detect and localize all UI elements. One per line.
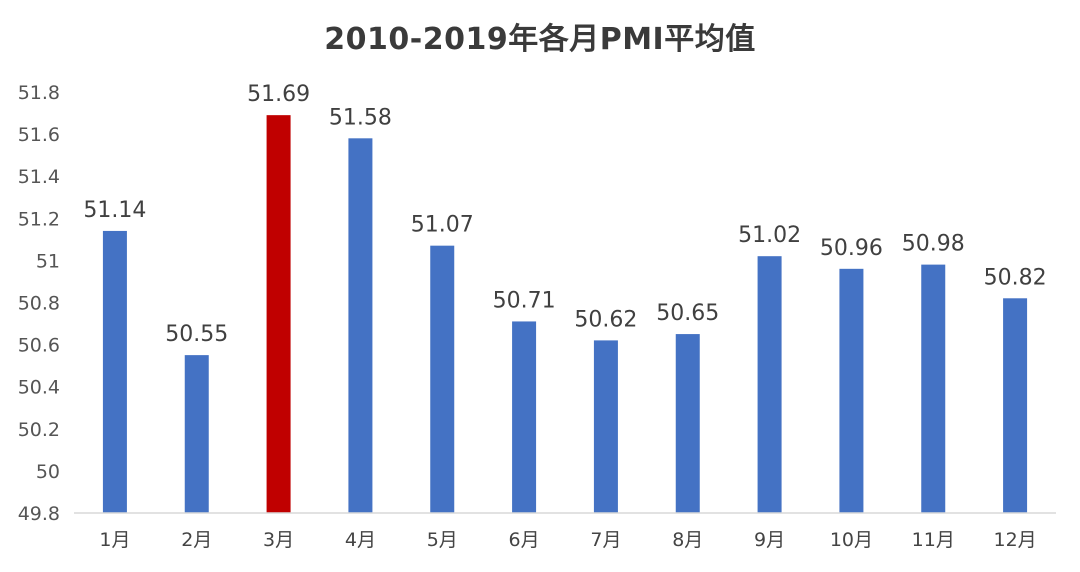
x-tick-label: 4月	[345, 529, 376, 551]
bar-7	[593, 340, 618, 513]
y-tick-label: 50.2	[18, 419, 60, 441]
data-label-8: 50.65	[656, 301, 719, 326]
bar-6	[512, 321, 537, 513]
y-tick-label: 51.8	[18, 82, 60, 104]
bar-4	[348, 138, 373, 513]
bar-11	[921, 264, 946, 513]
y-tick-label: 50.6	[18, 335, 60, 357]
bar-3	[266, 115, 291, 513]
y-tick-label: 51.4	[18, 166, 60, 188]
data-label-12: 50.82	[984, 265, 1047, 290]
data-label-2: 50.55	[165, 322, 228, 347]
x-tick-label: 1月	[99, 529, 130, 551]
x-tick-label: 5月	[427, 529, 458, 551]
bar-2	[184, 355, 209, 513]
data-label-10: 50.96	[820, 236, 883, 261]
y-tick-label: 51.6	[18, 124, 60, 146]
x-tick-label: 8月	[672, 529, 703, 551]
data-label-3: 51.69	[247, 82, 310, 107]
x-tick-label: 12月	[993, 529, 1036, 551]
y-tick-label: 50.8	[18, 293, 60, 315]
data-label-4: 51.58	[329, 105, 392, 130]
data-label-5: 51.07	[411, 213, 474, 238]
data-label-6: 50.71	[493, 288, 556, 313]
chart-title: 2010-2019年各月PMI平均值	[324, 22, 756, 57]
bar-10	[839, 268, 864, 513]
data-label-1: 51.14	[83, 198, 146, 223]
x-tick-label: 10月	[830, 529, 873, 551]
bar-12	[1003, 298, 1028, 513]
y-tick-label: 49.8	[18, 503, 60, 525]
x-axis: 1月 2月 3月 4月 5月 6月 7月 8月 9月 10月 11月 12月	[74, 512, 1056, 551]
x-tick-label: 2月	[181, 529, 212, 551]
x-tick-label: 3月	[263, 529, 294, 551]
y-tick-label: 51.2	[18, 208, 60, 230]
x-tick-label: 6月	[509, 529, 540, 551]
bar-9	[757, 256, 782, 513]
y-axis: 49.8 50 50.2 50.4 50.6 50.8 51 51.2 51.4 51.6 51.8	[18, 82, 60, 525]
data-label-7: 50.62	[574, 307, 637, 332]
data-label-11: 50.98	[902, 232, 965, 257]
x-tick-label: 7月	[590, 529, 621, 551]
y-tick-label: 50	[36, 461, 60, 483]
x-tick-label: 11月	[912, 529, 955, 551]
bar-5	[430, 245, 455, 514]
y-tick-label: 50.4	[18, 377, 60, 399]
data-label-9: 51.02	[738, 223, 801, 248]
y-tick-label: 51	[36, 250, 60, 272]
data-labels: 51.14 50.55 51.69 51.58 51.07 50.71 50.62 50.65…	[83, 82, 1046, 347]
bar-1	[102, 230, 127, 513]
bars	[102, 115, 1028, 514]
x-tick-label: 9月	[754, 529, 785, 551]
bar-8	[675, 334, 700, 513]
